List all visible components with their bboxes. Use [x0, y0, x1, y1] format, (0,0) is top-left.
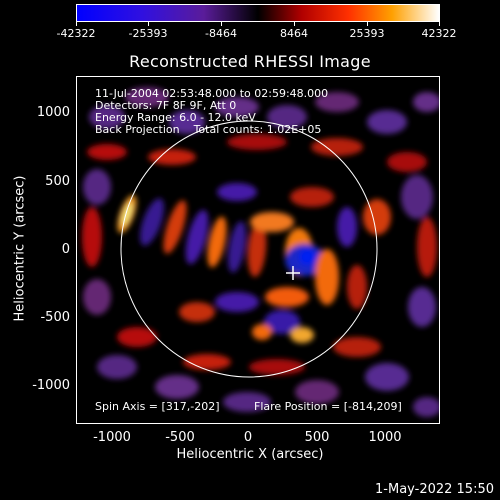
solar-image — [77, 77, 439, 423]
x-axis-label: Heliocentric X (arcsec) — [176, 447, 324, 462]
colorbar-ticks: -42322 -25393 -8464 8464 25393 42322 — [57, 22, 457, 42]
x-tick-label: 1000 — [368, 430, 402, 445]
colorbar-tick-label: 8464 — [280, 27, 308, 40]
colorbar-tick-label: 42322 — [421, 27, 457, 40]
energy-range-label: Energy Range: 6.0 - 12.0 keV — [95, 111, 256, 124]
x-tick-label: 0 — [243, 430, 253, 445]
image-plot-area — [76, 76, 440, 424]
x-tick-label: 500 — [304, 430, 330, 445]
detectors-label: Detectors: 7F 8F 9F, Att 0 — [95, 99, 237, 112]
timestamp-label: 1-May-2022 15:50 — [375, 482, 494, 497]
colorbar-tick-label: 25393 — [349, 27, 385, 40]
time-range-label: 11-Jul-2004 02:53:48.000 to 02:59:48.000 — [95, 87, 329, 100]
y-axis-label: Heliocentric Y (arcsec) — [12, 175, 28, 322]
y-tick-label: 500 — [45, 174, 70, 189]
x-tick-label: -500 — [165, 430, 195, 445]
y-tick-label: 1000 — [36, 105, 70, 120]
colorbar-tick-label: -8464 — [205, 27, 237, 40]
method-counts-label: Back Projection Total counts: 1.02E+05 — [95, 123, 322, 136]
spin-axis-label: Spin Axis = [317,-202] — [95, 400, 220, 413]
spin-axis-cross — [286, 266, 300, 280]
colorbar — [76, 4, 440, 22]
y-tick-label: -500 — [40, 310, 70, 325]
y-tick-label: -1000 — [32, 378, 70, 393]
colorbar-tick-label: -42322 — [56, 27, 96, 40]
solar-limb-circle — [120, 120, 378, 378]
y-tick-label: 0 — [61, 242, 70, 257]
colorbar-tick-label: -25393 — [128, 27, 168, 40]
flare-position-label: Flare Position = [-814,209] — [254, 400, 402, 413]
x-tick-label: -1000 — [93, 430, 131, 445]
plot-title: Reconstructed RHESSI Image — [129, 52, 371, 71]
